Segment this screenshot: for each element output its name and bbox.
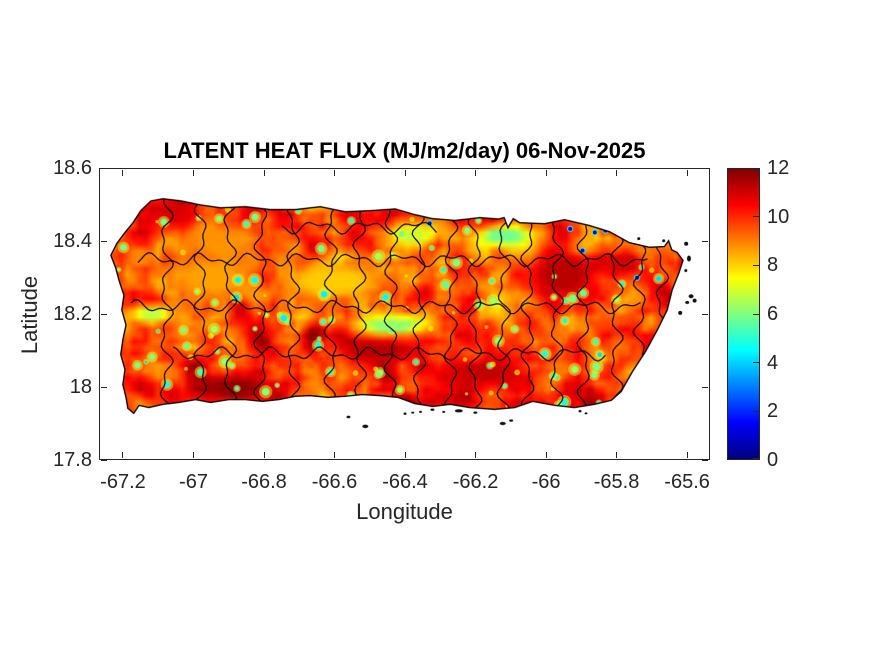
y-tick-mark — [702, 240, 709, 242]
heatmap-canvas — [100, 169, 709, 459]
y-tick-mark — [100, 167, 107, 169]
x-tick-mark — [545, 452, 547, 459]
colorbar-tick-label: 8 — [767, 254, 779, 277]
x-tick-mark — [616, 169, 618, 176]
colorbar-tick-label: 2 — [767, 400, 779, 423]
x-tick-label: -67.2 — [100, 471, 146, 493]
colorbar-tick-label: 4 — [767, 351, 779, 374]
x-tick-mark — [263, 452, 265, 459]
x-tick-label: -66 — [531, 471, 561, 493]
y-tick-mark — [702, 313, 709, 315]
y-tick-mark — [100, 459, 107, 461]
colorbar-tick-mark — [753, 458, 759, 459]
y-tick-mark — [100, 240, 107, 242]
colorbar-tick-mark — [753, 410, 759, 412]
x-tick-mark — [475, 169, 477, 176]
y-tick-label: 18.6 — [53, 157, 92, 179]
colorbar-tick-mark — [753, 168, 759, 170]
colorbar-tick-mark — [753, 313, 759, 315]
colorbar-tick-mark — [753, 264, 759, 266]
x-tick-label: -66.6 — [311, 471, 358, 493]
y-tick-label: 18.4 — [53, 230, 92, 252]
colorbar-tick-label: 12 — [767, 157, 790, 179]
map-plot-area — [99, 168, 710, 460]
y-tick-mark — [702, 459, 709, 461]
x-tick-mark — [263, 169, 265, 176]
plot-title: LATENT HEAT FLUX (MJ/m2/day) 06-Nov-2025 — [163, 138, 646, 163]
y-tick-label: 17.8 — [53, 449, 92, 471]
y-tick-mark — [100, 386, 107, 388]
x-axis-label: Longitude — [356, 499, 453, 524]
x-tick-label: -66.2 — [452, 471, 499, 493]
x-tick-label: -65.6 — [664, 471, 710, 493]
y-tick-mark — [702, 386, 709, 388]
colorbar-tick-label: 6 — [767, 303, 779, 325]
y-tick-label: 18 — [69, 376, 92, 398]
x-tick-label: -67 — [179, 471, 208, 493]
colorbar-tick-label: 0 — [767, 449, 779, 471]
x-tick-mark — [122, 452, 124, 459]
x-tick-mark — [334, 452, 335, 459]
colorbar-tick-label: 10 — [767, 205, 790, 228]
x-tick-mark — [686, 169, 688, 176]
x-tick-mark — [192, 452, 194, 459]
x-tick-label: -66.4 — [382, 471, 428, 493]
x-tick-mark — [404, 169, 406, 176]
y-tick-mark — [100, 313, 107, 315]
x-tick-mark — [122, 169, 124, 176]
y-tick-label: 18.2 — [53, 303, 92, 325]
x-tick-mark — [616, 452, 618, 459]
x-tick-mark — [192, 169, 194, 176]
colorbar-tick-mark — [753, 362, 759, 364]
x-tick-label: -66.8 — [241, 471, 287, 493]
colorbar-tick-mark — [753, 216, 759, 218]
x-tick-mark — [686, 452, 688, 459]
x-tick-label: -65.8 — [593, 471, 640, 493]
x-tick-mark — [404, 452, 406, 459]
x-tick-mark — [475, 452, 477, 459]
y-tick-mark — [702, 167, 709, 169]
x-tick-mark — [545, 169, 547, 176]
x-tick-mark — [334, 169, 335, 176]
